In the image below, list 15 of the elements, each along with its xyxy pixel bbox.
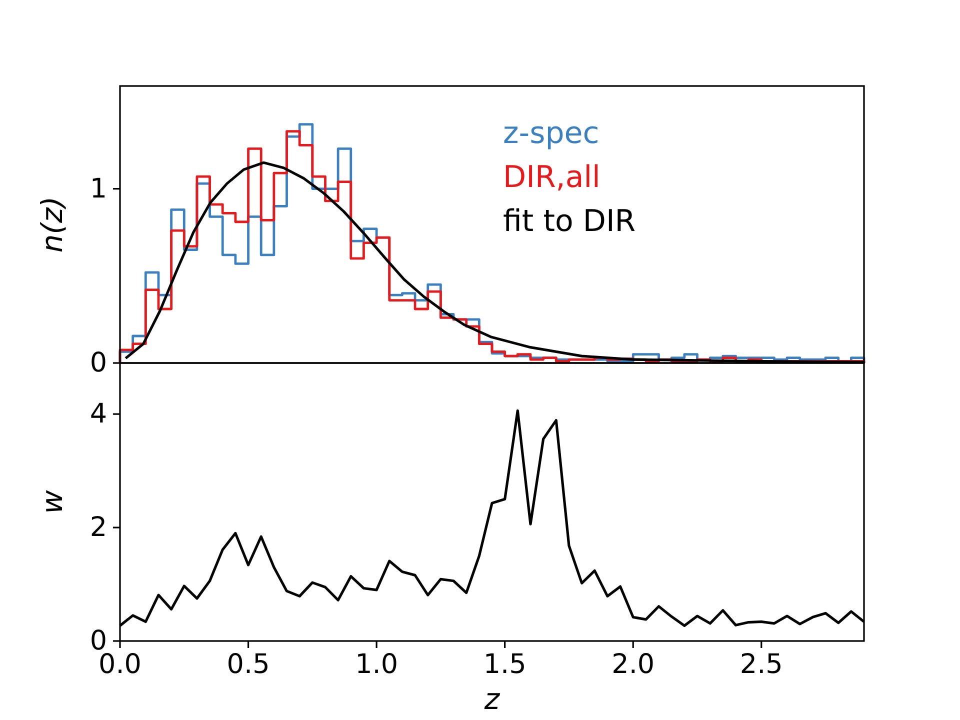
y-tick-label: 1 (90, 173, 107, 204)
x-axis-title: z (483, 682, 500, 716)
y-tick-label: 0 (90, 348, 107, 379)
x-tick-label: 2.0 (612, 649, 655, 680)
text: DIR,all (503, 160, 600, 195)
y-axis-title: n(z) (35, 196, 69, 253)
x-tick-label: 1.5 (483, 649, 526, 680)
y-tick-label: 2 (90, 512, 107, 544)
text: fit to DIR (503, 204, 636, 239)
x-tick-label: 1.0 (355, 649, 398, 680)
x-tick-label: 0.5 (226, 649, 270, 680)
y-tick-label: 4 (90, 398, 107, 430)
y-axis-title: w (35, 490, 69, 514)
x-tick-label: 2.5 (740, 649, 783, 680)
text: z-spec (503, 116, 600, 151)
